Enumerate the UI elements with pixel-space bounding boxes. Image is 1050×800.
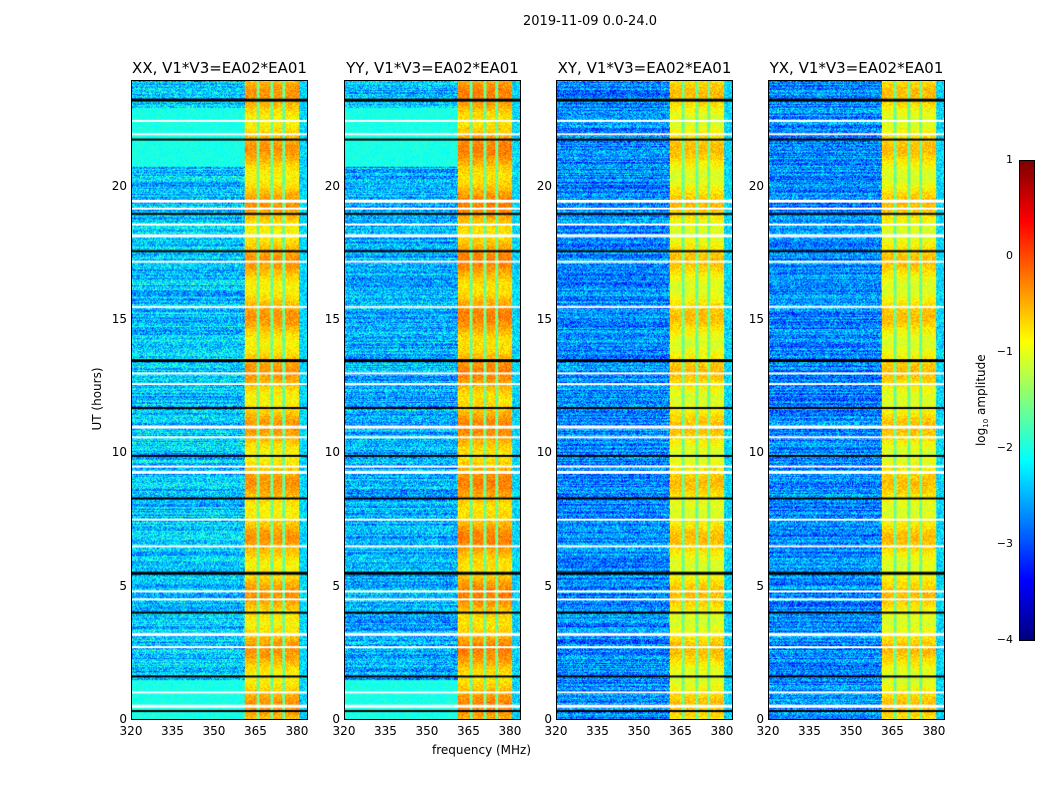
colorbar-label-sub: 10: [982, 418, 991, 428]
y-tick-label: 0: [756, 712, 764, 726]
waterfall-heatmap-panel: [556, 80, 733, 720]
y-tick-label: 15: [324, 312, 340, 326]
x-tick-label: 380: [498, 724, 522, 738]
colorbar-label-rest: amplitude: [973, 354, 988, 419]
x-tick-label: 350: [627, 724, 651, 738]
colorbar-label-log: log: [973, 427, 988, 447]
colorbar-tick-label: 0: [1006, 249, 1013, 262]
x-tick-label: 335: [586, 724, 609, 738]
y-tick-label: 0: [332, 712, 340, 726]
panel-title: XX, V1*V3=EA02*EA01: [132, 59, 307, 77]
panel-title: XY, V1*V3=EA02*EA01: [557, 59, 732, 77]
y-tick-label: 5: [332, 578, 340, 593]
y-tick-label: 10: [748, 445, 764, 460]
x-tick-label: 350: [839, 724, 863, 738]
figure-title: 2019-11-09 0.0-24.0: [523, 14, 657, 29]
panel-title: YY, V1*V3=EA02*EA01: [346, 59, 519, 77]
x-tick-label: 350: [415, 724, 439, 738]
x-tick-label: 335: [798, 724, 821, 738]
x-tick-label: 335: [161, 724, 184, 738]
colorbar-tick-label: −4: [996, 633, 1013, 646]
y-tick-label: 15: [748, 312, 764, 326]
y-tick-label: 5: [544, 578, 552, 593]
colorbar-tick-label: −1: [996, 345, 1013, 358]
y-tick-label: 0: [119, 712, 127, 726]
y-tick-label: 5: [756, 578, 764, 593]
x-tick-label: 380: [285, 724, 309, 738]
waterfall-heatmap-panel: [344, 80, 521, 720]
x-tick-label: 380: [710, 724, 734, 738]
colorbar-label: log10 amplitude: [974, 350, 990, 450]
y-tick-label: 20: [536, 178, 552, 193]
waterfall-heatmap-panel: [768, 80, 945, 720]
x-tick-label: 320: [756, 724, 780, 738]
x-tick-label: 320: [544, 724, 568, 738]
x-tick-label: 380: [922, 724, 946, 738]
x-tick-label: 365: [457, 724, 480, 738]
colorbar-tick-label: −3: [996, 537, 1013, 550]
y-tick-label: 15: [111, 312, 127, 326]
x-tick-label: 350: [202, 724, 226, 738]
x-tick-label: 365: [244, 724, 267, 738]
x-tick-label: 365: [881, 724, 904, 738]
colorbar: [1019, 160, 1035, 641]
x-axis-label: frequency (MHz): [432, 743, 532, 757]
waterfall-heatmap-panel: [131, 80, 308, 720]
x-tick-label: 320: [332, 724, 356, 738]
y-tick-label: 10: [111, 445, 127, 460]
x-tick-label: 335: [374, 724, 397, 738]
y-axis-label: UT (hours): [90, 367, 104, 431]
y-tick-label: 10: [324, 445, 340, 460]
y-tick-label: 20: [324, 178, 340, 193]
colorbar-tick-label: 1: [1006, 153, 1013, 166]
y-tick-label: 5: [119, 578, 127, 593]
y-tick-label: 20: [748, 178, 764, 193]
panel-title: YX, V1*V3=EA02*EA01: [769, 59, 944, 77]
x-tick-label: 365: [669, 724, 692, 738]
y-tick-label: 20: [111, 178, 127, 193]
y-tick-label: 15: [536, 312, 552, 326]
colorbar-tick-label: −2: [996, 441, 1013, 454]
y-tick-label: 0: [544, 712, 552, 726]
x-tick-label: 320: [119, 724, 143, 738]
y-tick-label: 10: [536, 445, 552, 460]
